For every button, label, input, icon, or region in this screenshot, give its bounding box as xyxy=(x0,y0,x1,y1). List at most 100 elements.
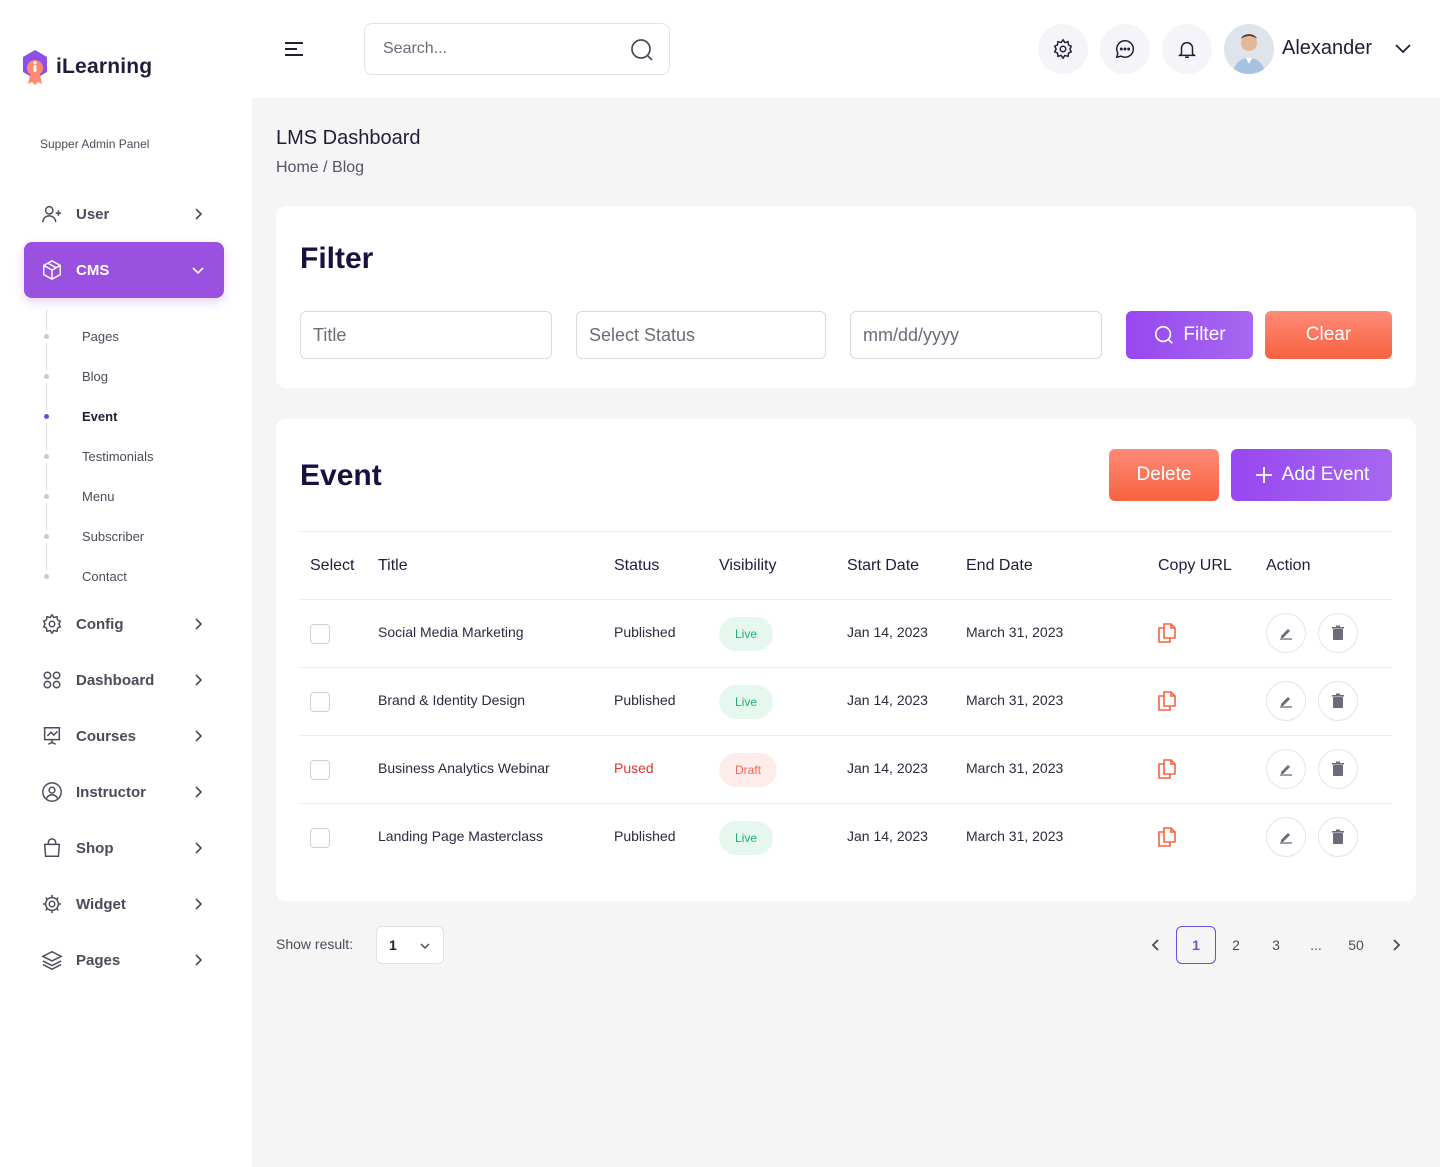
copy-icon[interactable] xyxy=(1157,758,1177,785)
chevron-right-icon xyxy=(1393,939,1401,951)
sidebar-item-user[interactable]: User xyxy=(24,186,224,242)
page-button-2[interactable]: 2 xyxy=(1232,937,1240,953)
page-button-1[interactable]: 1 xyxy=(1176,926,1216,964)
edit-button[interactable] xyxy=(1266,817,1306,857)
table-row: Social Media Marketing Published Live Ja… xyxy=(300,600,1392,668)
notifications-button[interactable] xyxy=(1162,24,1212,74)
add-event-button[interactable]: Add Event xyxy=(1231,449,1392,501)
logo-icon xyxy=(23,50,47,85)
status-cell: Published xyxy=(614,828,676,844)
logo[interactable]: iLearning xyxy=(20,48,152,86)
sidebar-item-pages[interactable]: Pages xyxy=(24,932,224,988)
delete-button[interactable]: Delete xyxy=(1109,449,1219,501)
visibility-badge: Live xyxy=(719,685,774,719)
edit-button[interactable] xyxy=(1266,613,1306,653)
settings-button[interactable] xyxy=(1038,24,1088,74)
prev-page-button[interactable] xyxy=(1136,926,1176,964)
hamburger-menu-icon[interactable] xyxy=(282,36,310,62)
sidebar-item-shop[interactable]: Shop xyxy=(24,820,224,876)
row-checkbox[interactable] xyxy=(310,760,330,780)
user-circle-icon xyxy=(40,780,64,804)
subnav-label: Pages xyxy=(82,328,119,344)
page-button-50[interactable]: 50 xyxy=(1348,937,1364,953)
chevron-down-icon[interactable] xyxy=(1392,37,1414,64)
column-header-visibility: Visibility xyxy=(719,557,777,574)
chevron-right-icon xyxy=(186,202,210,226)
chat-icon xyxy=(1115,40,1135,59)
delete-row-button[interactable] xyxy=(1318,817,1358,857)
column-header-end-date: End Date xyxy=(966,557,1033,574)
sidebar-item-dashboard[interactable]: Dashboard xyxy=(24,652,224,708)
subnav-dot xyxy=(44,333,49,339)
event-title: Event xyxy=(300,459,382,492)
add-event-button-label: Add Event xyxy=(1281,464,1370,485)
sidebar-item-label: User xyxy=(76,205,110,223)
avatar[interactable] xyxy=(1224,24,1274,74)
filter-title: Filter xyxy=(300,242,374,275)
breadcrumb[interactable]: Home / Blog xyxy=(276,159,365,176)
copy-icon[interactable] xyxy=(1157,622,1177,649)
chevron-right-icon xyxy=(186,612,210,636)
start-date-cell: Jan 14, 2023 xyxy=(847,828,928,844)
column-header-start-date: Start Date xyxy=(847,557,920,574)
clear-button[interactable]: Clear xyxy=(1265,311,1392,359)
sidebar-item-cms[interactable]: CMS xyxy=(24,242,224,298)
box-icon xyxy=(40,258,64,282)
delete-row-button[interactable] xyxy=(1318,681,1358,721)
per-page-select[interactable]: 1 xyxy=(376,926,444,964)
sidebar-item-instructor[interactable]: Instructor xyxy=(24,764,224,820)
status-select[interactable] xyxy=(576,311,826,359)
subnav-label: Subscriber xyxy=(82,528,145,544)
trash-icon xyxy=(1332,761,1344,776)
subnav-label: Contact xyxy=(82,568,127,584)
edit-button[interactable] xyxy=(1266,749,1306,789)
event-title-cell: Brand & Identity Design xyxy=(378,692,526,708)
end-date-cell: March 31, 2023 xyxy=(966,760,1064,776)
search-icon[interactable] xyxy=(629,37,655,68)
filter-button[interactable]: Filter xyxy=(1126,311,1253,359)
column-header-copy-url: Copy URL xyxy=(1158,557,1232,574)
date-input[interactable] xyxy=(850,311,1102,359)
sidebar-item-widget[interactable]: Widget xyxy=(24,876,224,932)
subnav-dot xyxy=(44,373,49,379)
sidebar-item-config[interactable]: Config xyxy=(24,596,224,652)
sidebar-item-label: CMS xyxy=(76,261,110,279)
divider xyxy=(300,667,1392,668)
filter-button-label: Filter xyxy=(1183,324,1226,345)
page-button-3[interactable]: 3 xyxy=(1272,937,1280,953)
messages-button[interactable] xyxy=(1100,24,1150,74)
next-page-button[interactable] xyxy=(1376,926,1416,964)
row-checkbox[interactable] xyxy=(310,692,330,712)
subnav-dot xyxy=(44,533,49,539)
search-input[interactable] xyxy=(383,40,613,58)
chevron-right-icon xyxy=(186,724,210,748)
chevron-right-icon xyxy=(186,668,210,692)
column-header-title: Title xyxy=(378,557,408,574)
divider xyxy=(300,599,1392,600)
subnav-track xyxy=(46,310,47,578)
panel-label: Supper Admin Panel xyxy=(40,137,150,151)
user-name[interactable]: Alexander xyxy=(1282,37,1373,59)
delete-row-button[interactable] xyxy=(1318,749,1358,789)
copy-icon[interactable] xyxy=(1157,690,1177,717)
row-checkbox[interactable] xyxy=(310,828,330,848)
title-filter-input[interactable] xyxy=(300,311,552,359)
delete-row-button[interactable] xyxy=(1318,613,1358,653)
subnav-label: Event xyxy=(82,408,118,424)
column-header-status: Status xyxy=(614,557,660,574)
plus-icon xyxy=(1255,467,1272,483)
table-row: Brand & Identity Design Published Live J… xyxy=(300,668,1392,736)
sidebar-item-courses[interactable]: Courses xyxy=(24,708,224,764)
trash-icon xyxy=(1332,625,1344,640)
row-checkbox[interactable] xyxy=(310,624,330,644)
gear-icon xyxy=(40,612,64,636)
chevron-left-icon xyxy=(1151,939,1159,951)
subnav-dot xyxy=(44,493,49,499)
chevron-right-icon xyxy=(186,948,210,972)
pencil-icon xyxy=(1280,697,1292,708)
subnav-label: Blog xyxy=(82,368,109,384)
copy-icon[interactable] xyxy=(1157,826,1177,853)
edit-button[interactable] xyxy=(1266,681,1306,721)
sidebar-item-label: Widget xyxy=(76,895,126,913)
subnav-dot xyxy=(44,573,49,579)
